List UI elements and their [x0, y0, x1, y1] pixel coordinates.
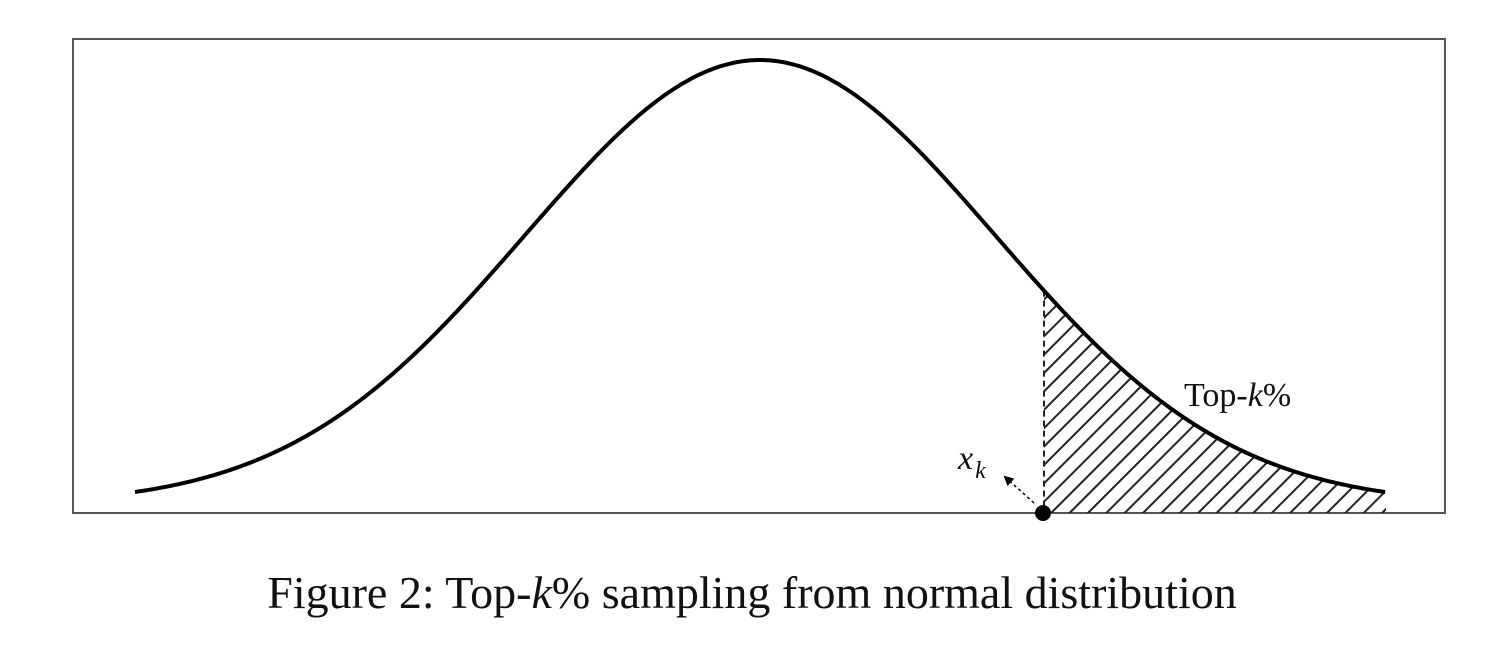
- top-k-label-suffix: %: [1263, 377, 1291, 414]
- figure-caption: Figure 2: Top-k% sampling from normal di…: [0, 566, 1504, 619]
- plot-frame: [72, 38, 1446, 514]
- threshold-label-sub: k: [975, 458, 986, 484]
- threshold-pointer-arrow: [1003, 475, 1035, 504]
- top-k-shaded-tail: [1044, 290, 1386, 513]
- caption-rest: sampling from normal distribution: [590, 567, 1237, 618]
- threshold-x-k-label: xk: [957, 440, 986, 484]
- normal-distribution-diagram: Top-k% xk: [72, 38, 1446, 521]
- top-k-label-prefix: Top-: [1184, 377, 1248, 414]
- caption-variable: k: [531, 567, 552, 618]
- caption-percent: %: [551, 567, 591, 618]
- top-k-region-label: Top-k%: [1184, 377, 1291, 414]
- threshold-point: [1035, 505, 1051, 521]
- caption-prefix: Figure 2: Top-: [267, 567, 532, 618]
- top-k-label-var: k: [1248, 377, 1264, 414]
- threshold-label-main: x: [957, 440, 973, 477]
- normal-distribution-curve: [134, 58, 1386, 494]
